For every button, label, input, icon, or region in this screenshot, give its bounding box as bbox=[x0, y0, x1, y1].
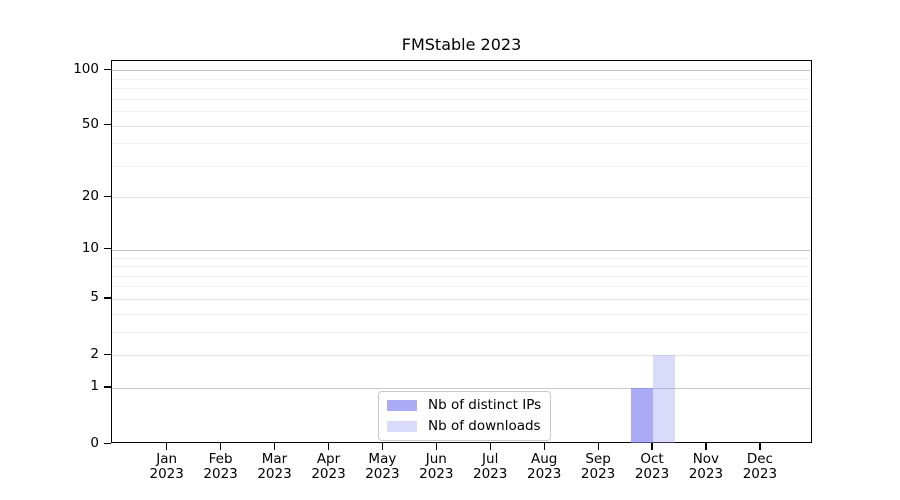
gridline-100 bbox=[112, 70, 811, 72]
y-tick-label: 5 bbox=[90, 289, 99, 306]
gridline-minor bbox=[112, 266, 811, 267]
legend: Nb of distinct IPs Nb of downloads bbox=[378, 391, 552, 441]
gridline-minor bbox=[112, 143, 811, 145]
x-tick-label-mar: Mar 2023 bbox=[257, 451, 292, 482]
legend-item-label: Nb of downloads bbox=[428, 418, 541, 434]
x-tick-label-may: May 2023 bbox=[365, 451, 400, 482]
y-tick bbox=[104, 248, 111, 250]
legend-swatch bbox=[387, 400, 417, 411]
x-tick bbox=[166, 443, 168, 450]
y-tick-label: 2 bbox=[90, 345, 99, 362]
x-tick bbox=[651, 443, 653, 450]
x-tick-label-oct: Oct 2023 bbox=[634, 451, 670, 482]
plot-area bbox=[111, 60, 812, 443]
x-tick-label-apr: Apr 2023 bbox=[311, 451, 346, 482]
y-tick-label: 1 bbox=[90, 378, 99, 395]
gridline-minor bbox=[112, 286, 811, 288]
x-tick-label-jul: Jul 2023 bbox=[473, 451, 508, 482]
y-tick bbox=[104, 386, 111, 388]
x-tick-label-aug: Aug 2023 bbox=[527, 451, 562, 482]
gridline-minor bbox=[112, 331, 811, 333]
legend-item-label: Nb of distinct IPs bbox=[428, 397, 542, 413]
x-tick bbox=[705, 443, 707, 450]
gridline-minor bbox=[112, 313, 811, 315]
gridline-minor bbox=[112, 78, 811, 80]
gridline-2 bbox=[112, 355, 811, 356]
y-tick-label: 100 bbox=[73, 60, 99, 77]
gridline-minor bbox=[112, 88, 811, 89]
x-tick-label-dec: Dec 2023 bbox=[742, 451, 778, 482]
y-tick bbox=[104, 195, 111, 198]
x-tick bbox=[543, 443, 545, 450]
bar-oct-distinct-ips bbox=[631, 387, 653, 443]
y-tick-label: 0 bbox=[90, 434, 99, 451]
gridline-20 bbox=[112, 197, 811, 199]
gridline-minor bbox=[112, 165, 811, 167]
x-tick bbox=[273, 443, 276, 450]
x-tick bbox=[489, 443, 491, 450]
legend-item: Nb of downloads bbox=[387, 419, 541, 434]
x-tick-label-sep: Sep 2023 bbox=[580, 451, 616, 482]
x-tick bbox=[381, 443, 384, 450]
y-tick bbox=[104, 442, 111, 444]
y-tick bbox=[104, 297, 111, 299]
y-tick bbox=[104, 353, 111, 355]
x-tick-label-nov: Nov 2023 bbox=[688, 451, 724, 482]
chart-title: FMStable 2023 bbox=[401, 35, 522, 54]
gridline-50 bbox=[112, 125, 811, 127]
x-tick bbox=[435, 443, 437, 450]
gridline-5 bbox=[112, 298, 811, 300]
legend-item: Nb of distinct IPs bbox=[387, 398, 541, 413]
bar-oct-downloads bbox=[653, 355, 675, 443]
gridline-10 bbox=[112, 249, 811, 251]
y-tick bbox=[104, 124, 111, 126]
x-tick-label-feb: Feb 2023 bbox=[203, 451, 238, 482]
gridline-minor bbox=[112, 110, 811, 112]
gridline-minor bbox=[112, 257, 811, 259]
x-tick bbox=[597, 443, 599, 450]
x-tick-label-jun: Jun 2023 bbox=[419, 451, 454, 482]
gridline-minor bbox=[112, 98, 811, 100]
gridline-1 bbox=[112, 387, 811, 389]
y-tick-label: 10 bbox=[81, 240, 99, 257]
x-tick bbox=[327, 443, 330, 450]
y-tick bbox=[104, 68, 111, 70]
y-tick-label: 50 bbox=[81, 116, 99, 132]
x-tick bbox=[220, 443, 222, 450]
x-tick-label-jan: Jan 2023 bbox=[149, 451, 184, 482]
x-tick bbox=[759, 443, 761, 450]
y-tick-label: 20 bbox=[81, 187, 99, 204]
legend-swatch bbox=[387, 421, 417, 432]
gridline-minor bbox=[112, 275, 811, 277]
